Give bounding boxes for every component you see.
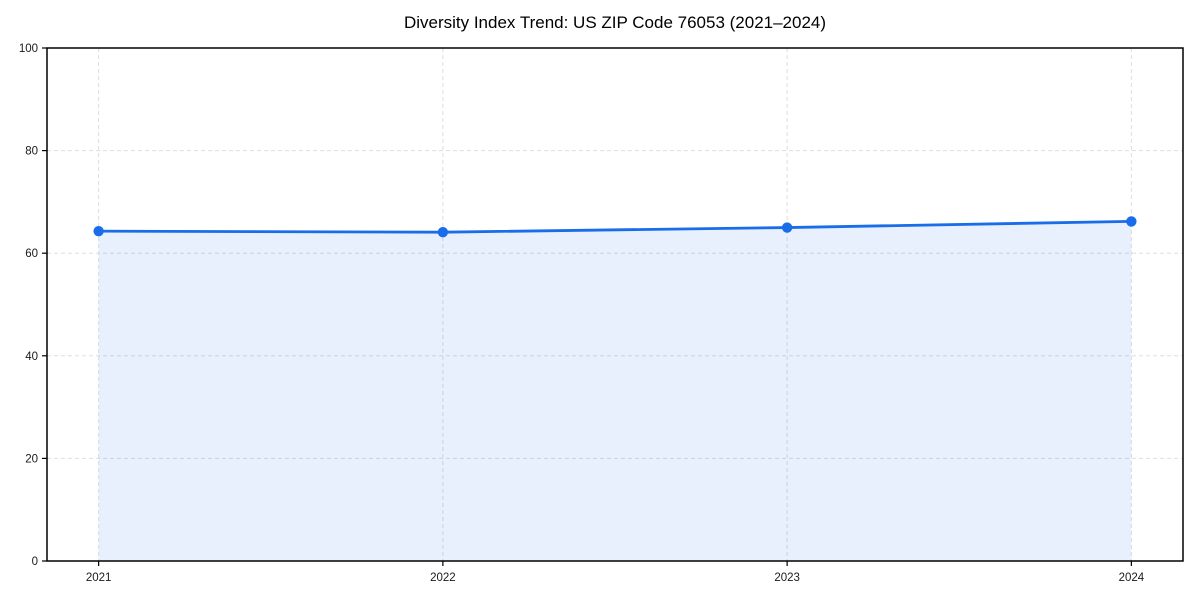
y-tick-label: 80 (25, 146, 38, 158)
data-point (1126, 216, 1137, 227)
x-tick-label: 2021 (86, 572, 112, 584)
data-point (437, 226, 449, 238)
x-tick-label: 2022 (430, 572, 456, 584)
y-tick-label: 60 (25, 248, 38, 260)
y-tick-label: 100 (19, 43, 38, 55)
chart-title: Diversity Index Trend: US ZIP Code 76053… (403, 13, 827, 32)
data-point (781, 222, 793, 233)
y-tick-label: 20 (25, 453, 38, 465)
axis-frame (46, 47, 1184, 562)
area-fill (98, 221, 1132, 562)
trend-line (97, 219, 1133, 234)
x-tick-label: 2024 (1119, 572, 1145, 584)
y-tick-label: 0 (32, 556, 38, 568)
y-tick-label: 40 (25, 351, 38, 363)
x-tick-label: 2023 (774, 572, 800, 584)
data-point (93, 225, 104, 237)
